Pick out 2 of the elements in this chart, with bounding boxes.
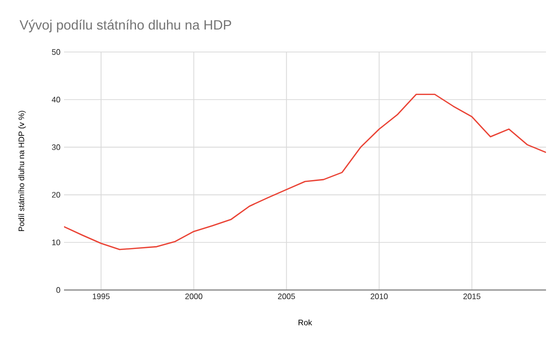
line-series	[64, 94, 546, 250]
chart-title: Vývoj podílu státního dluhu na HDP	[20, 20, 232, 32]
